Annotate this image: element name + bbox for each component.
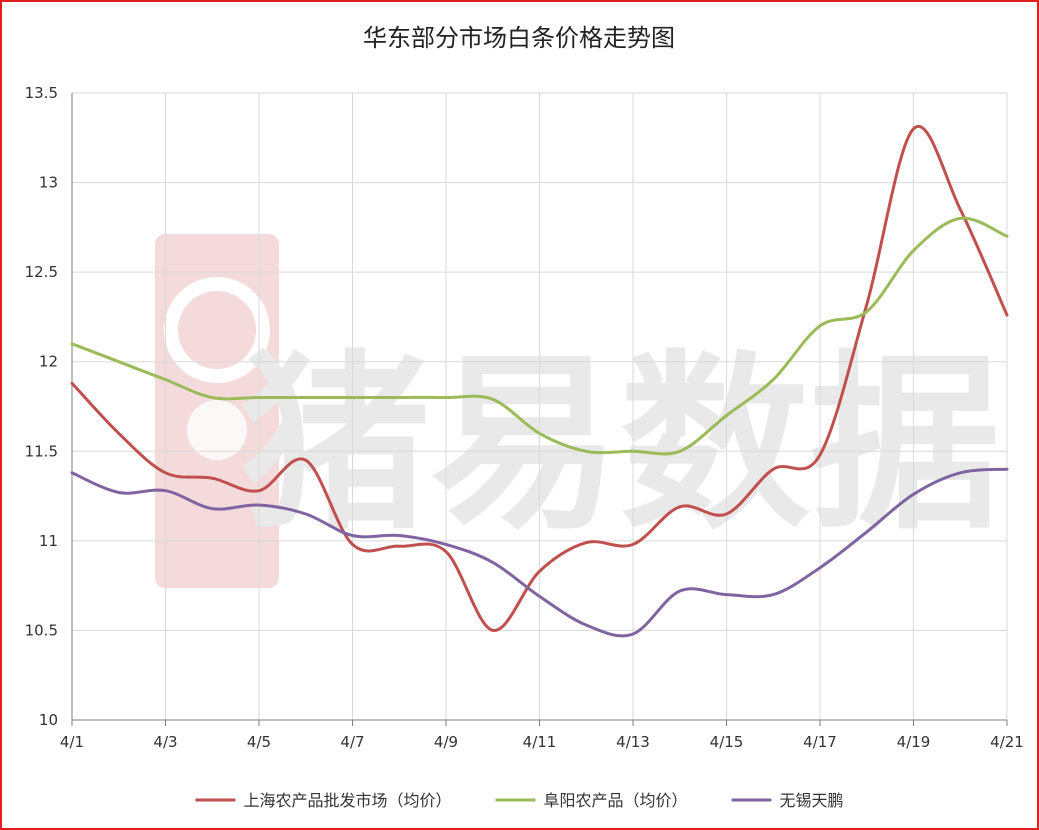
legend-item-2: 阜阳农产品（均价） [495,791,688,810]
y-tick-label: 10 [39,711,58,729]
legend-label: 阜阳农产品（均价） [544,791,688,810]
y-tick-label: 10.5 [25,621,58,639]
series-line-3 [70,467,1009,638]
series-lines [70,124,1009,638]
y-tick-labels: 10 10.5 11 11.5 12 12.5 13 13.5 [25,84,58,729]
x-tick-label: 4/17 [803,733,837,751]
x-tick-label: 4/7 [340,733,364,751]
x-tick-label: 4/3 [153,733,177,751]
x-tick-label: 4/11 [523,733,557,751]
legend-item-1: 上海农产品批发市场（均价） [195,791,452,810]
y-tick-label: 12.5 [25,263,58,281]
x-tick-label: 4/21 [990,733,1024,751]
legend: 上海农产品批发市场（均价） 阜阳农产品（均价） 无锡天鹏 [195,791,844,810]
x-tick-label: 4/19 [897,733,931,751]
x-tick-label: 4/13 [616,733,650,751]
y-tick-label: 12 [39,353,58,371]
gridlines [72,92,1008,720]
legend-label: 上海农产品批发市场（均价） [244,791,452,810]
watermark-text: 猪易数据 [240,334,1000,555]
axes [71,93,1008,726]
series-line-1 [70,124,1009,632]
y-tick-label: 13.5 [25,84,58,102]
y-tick-label: 11 [39,532,58,550]
x-tick-label: 4/5 [247,733,271,751]
x-tick-label: 4/1 [60,733,84,751]
series-line-2 [70,216,1009,456]
watermark: 猪易数据 [155,234,1000,588]
watermark-logo-ring-icon [164,277,270,383]
y-tick-label: 13 [39,174,58,192]
chart-title: 华东部分市场白条价格走势图 [363,24,675,52]
watermark-logo-dot-icon [187,400,247,460]
legend-label: 无锡天鹏 [780,791,844,810]
x-tick-labels: 4/1 4/3 4/5 4/7 4/9 4/11 4/13 4/15 4/17 4/19 4/21 [60,733,1024,751]
x-tick-label: 4/9 [434,733,458,751]
x-tick-label: 4/15 [710,733,744,751]
y-tick-label: 11.5 [25,442,58,460]
legend-item-3: 无锡天鹏 [731,791,844,810]
